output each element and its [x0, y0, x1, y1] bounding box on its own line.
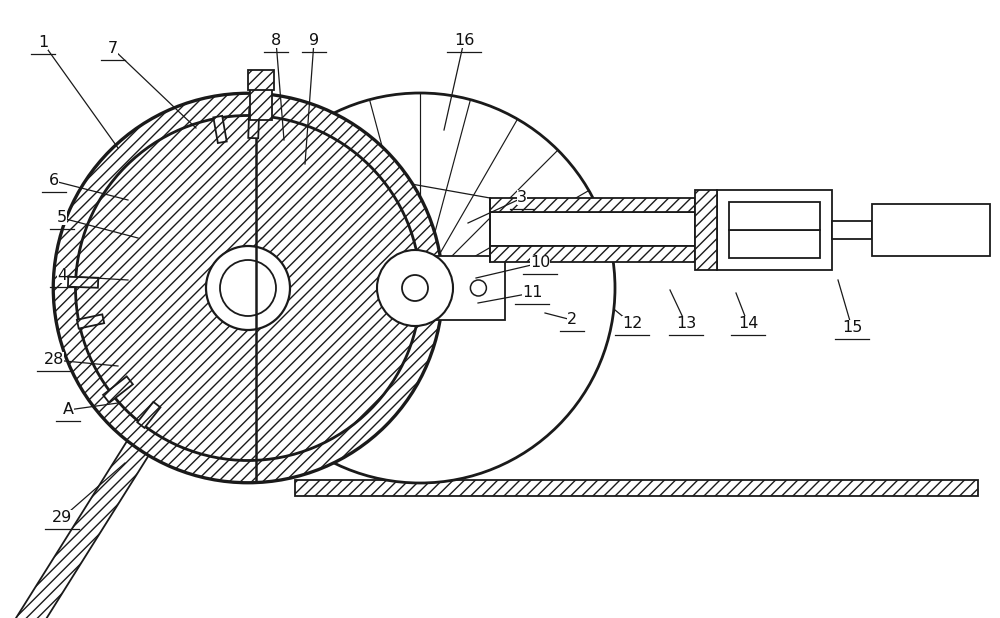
Text: 6: 6 [49, 172, 59, 187]
Bar [490, 212, 695, 246]
Text: 10: 10 [530, 255, 550, 269]
Polygon shape [103, 376, 133, 403]
Bar [248, 70, 274, 90]
Text: 29: 29 [52, 509, 72, 525]
Text: 13: 13 [676, 316, 696, 331]
Bar [729, 230, 820, 258]
Text: 12: 12 [622, 316, 642, 331]
Circle shape [470, 280, 486, 296]
Polygon shape [137, 402, 160, 428]
Text: 14: 14 [738, 316, 758, 331]
Bar [295, 480, 978, 496]
Text: A: A [63, 402, 74, 417]
Circle shape [402, 275, 428, 301]
Text: 15: 15 [842, 320, 862, 334]
Text: 4: 4 [57, 268, 67, 282]
Polygon shape [248, 108, 259, 138]
Circle shape [377, 250, 453, 326]
Polygon shape [68, 277, 98, 288]
Bar [490, 198, 695, 212]
Text: 11: 11 [522, 284, 542, 300]
Text: 28: 28 [44, 352, 64, 366]
Bar [717, 190, 832, 270]
Polygon shape [77, 315, 104, 329]
Circle shape [225, 93, 615, 483]
Circle shape [220, 260, 276, 316]
Text: 2: 2 [567, 311, 577, 326]
Text: 9: 9 [309, 33, 319, 48]
Polygon shape [0, 441, 149, 618]
Bar [490, 246, 695, 262]
Bar [872, 204, 990, 256]
Bar [410, 256, 505, 320]
Polygon shape [213, 116, 227, 143]
Bar [695, 190, 717, 270]
Text: 8: 8 [271, 33, 281, 48]
Bar [729, 202, 820, 230]
Text: 7: 7 [108, 41, 118, 56]
Wedge shape [76, 116, 420, 460]
Text: 16: 16 [454, 33, 474, 48]
Bar [832, 221, 872, 239]
Bar [250, 85, 272, 120]
Text: 1: 1 [38, 35, 48, 49]
Text: 5: 5 [57, 210, 67, 224]
Circle shape [206, 246, 290, 330]
Circle shape [53, 93, 443, 483]
Text: 3: 3 [517, 190, 527, 205]
